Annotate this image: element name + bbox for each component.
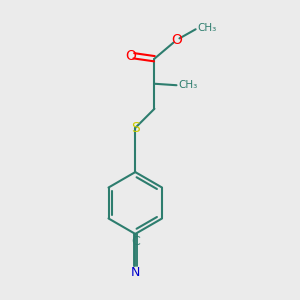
Text: CH₃: CH₃ <box>197 23 216 33</box>
Text: S: S <box>131 121 140 135</box>
Text: C: C <box>131 236 140 248</box>
Text: N: N <box>130 266 140 279</box>
Text: O: O <box>125 49 136 63</box>
Text: CH₃: CH₃ <box>178 80 197 90</box>
Text: O: O <box>172 33 182 47</box>
